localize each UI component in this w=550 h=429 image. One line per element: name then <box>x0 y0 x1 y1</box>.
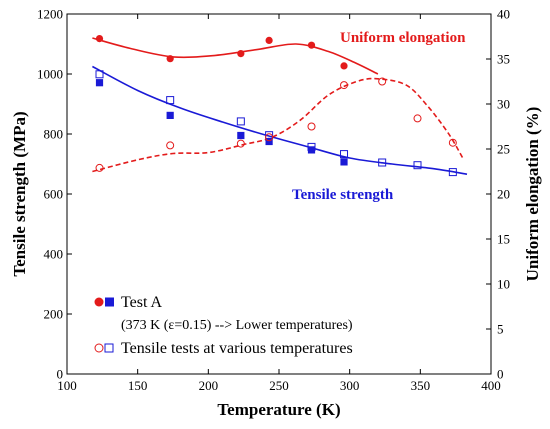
various-temp-elongation-point <box>448 138 457 147</box>
x-tick-label: 300 <box>340 378 360 393</box>
x-tick-label: 150 <box>128 378 148 393</box>
test-a-elongation-point <box>265 36 273 45</box>
various-temp-strength-point <box>236 117 245 126</box>
legend-test-a-note: (373 K (ε=0.15) --> Lower temperatures) <box>121 318 353 333</box>
y-tick-label: 1200 <box>37 7 63 22</box>
chart-marks <box>95 35 457 177</box>
various-temp-strength-point <box>378 158 387 167</box>
y-tick-label: 0 <box>57 367 64 382</box>
legend-open-square-marker <box>104 343 114 353</box>
various-temp-elongation-point <box>340 81 349 90</box>
test-a-strength-point <box>265 137 273 146</box>
various-temp-strength-point <box>95 70 104 79</box>
various-temp-strength-point <box>265 131 274 140</box>
various-temp-strength-point <box>413 161 422 170</box>
x-tick-label: 350 <box>411 378 431 393</box>
y2-tick-label: 40 <box>497 7 510 22</box>
elongation-fit-curve <box>92 77 464 173</box>
y-tick-label: 1000 <box>37 67 63 82</box>
y2-tick-label: 10 <box>497 277 510 292</box>
x-tick-label: 100 <box>57 378 77 393</box>
legend-various-temperatures: Tensile tests at various temperatures <box>121 340 353 357</box>
y2-tick-label: 20 <box>497 187 510 202</box>
test-a-strength-point <box>166 111 174 119</box>
y-tick-label: 600 <box>44 187 64 202</box>
y-tick-label: 200 <box>44 307 64 322</box>
uniform-elongation-curve <box>92 37 379 75</box>
axis-ticks: 100 150 200 250 300 350 4000200400600800100012… <box>37 7 510 394</box>
test-a-elongation-point <box>95 35 104 43</box>
x-axis-label: Temperature (K) <box>217 400 340 419</box>
test-a-elongation-point <box>340 62 348 70</box>
various-temp-strength-point <box>448 168 457 177</box>
various-temp-elongation-point <box>166 141 175 150</box>
various-temp-elongation-point <box>95 163 104 172</box>
y2-tick-label: 25 <box>497 142 510 157</box>
chart-curves <box>92 37 468 175</box>
test-a-strength-point <box>340 158 348 166</box>
legend-open-circle-marker <box>94 343 104 353</box>
various-temp-elongation-point <box>307 122 316 131</box>
uniform-elongation-annotation: Uniform elongation <box>340 30 466 46</box>
test-a-elongation-point <box>237 50 245 58</box>
y2-tick-label: 35 <box>497 52 510 67</box>
various-temp-elongation-point <box>413 114 422 123</box>
y2-tick-label: 5 <box>497 322 504 337</box>
y2-tick-label: 15 <box>497 232 510 247</box>
various-temp-strength-point <box>340 150 349 159</box>
y2-tick-label: 30 <box>497 97 510 112</box>
various-temp-elongation-point <box>236 139 245 148</box>
legend: Test A (373 K (ε=0.15) --> Lower tempera… <box>94 294 353 357</box>
various-temp-strength-point <box>166 96 175 105</box>
x-tick-label: 250 <box>269 378 289 393</box>
various-temp-strength-point <box>307 142 316 151</box>
test-a-elongation-point <box>307 41 316 49</box>
test-a-strength-point <box>237 131 245 140</box>
y-tick-label: 800 <box>44 127 64 142</box>
various-temp-elongation-point <box>265 133 274 142</box>
various-temp-elongation-point <box>378 77 387 86</box>
legend-test-a: Test A <box>121 294 163 311</box>
tensile-strength-annotation: Tensile strength <box>292 187 394 203</box>
y2-axis-label: Uniform elongation (%) <box>523 107 542 282</box>
x-tick-label: 400 <box>481 378 501 393</box>
test-a-strength-point <box>95 79 104 87</box>
legend-filled-circle-marker <box>94 297 104 307</box>
y-axis-label: Tensile strength (MPa) <box>10 111 29 276</box>
test-a-elongation-point <box>166 55 174 63</box>
y-tick-label: 400 <box>44 247 64 262</box>
legend-filled-square-marker <box>105 297 114 307</box>
y2-tick-label: 0 <box>497 367 504 382</box>
x-tick-label: 200 <box>199 378 219 393</box>
